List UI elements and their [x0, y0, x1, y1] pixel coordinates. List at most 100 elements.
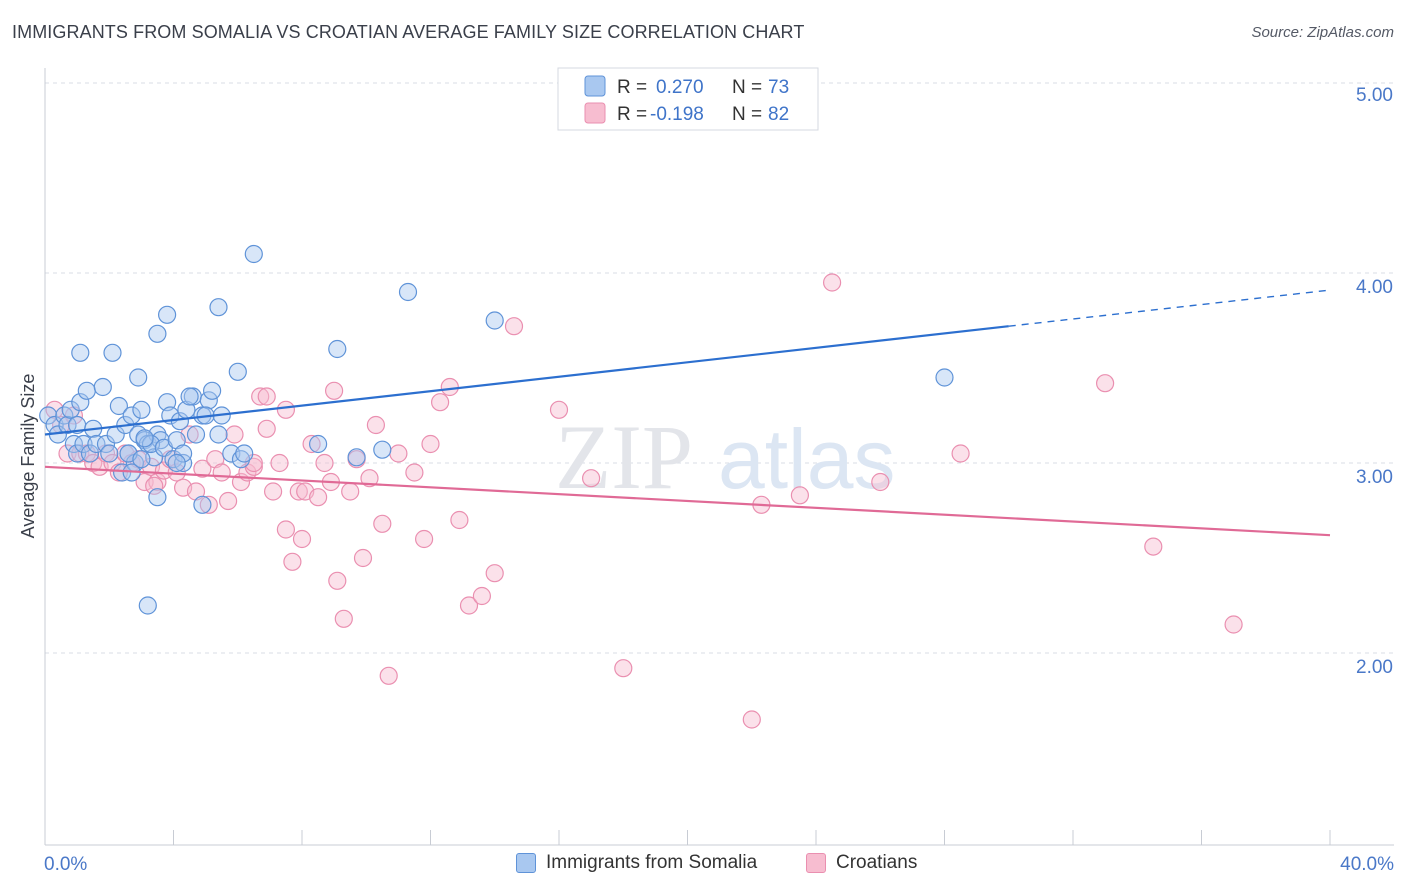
legend-r-value-croatians: -0.198 — [650, 104, 704, 125]
legend-n-value-croatians: 82 — [768, 104, 789, 125]
croatians-point-70 — [822, 273, 842, 292]
somalia-point-8 — [71, 393, 90, 412]
somalia-point-58 — [193, 495, 212, 514]
croatians-point-57 — [431, 393, 450, 412]
croatians-point-58 — [440, 377, 459, 397]
somalia-point-72 — [347, 448, 366, 467]
croatians-point-52 — [379, 666, 398, 685]
croatians-point-34 — [264, 482, 283, 501]
croatians-point-49 — [360, 469, 379, 488]
y-tick-label-0: 2.00 — [1356, 657, 1393, 678]
croatians-point-61 — [472, 586, 491, 606]
somalia-point-61 — [148, 324, 167, 343]
somalia-point-49 — [174, 453, 193, 473]
legend-swatch-croatians-bottom — [806, 853, 826, 873]
legend-n-value-somalia: 73 — [768, 77, 789, 98]
somalia-point-66 — [235, 444, 254, 463]
croatians-point-62 — [485, 564, 504, 583]
somalia-point-60 — [209, 425, 228, 444]
somalia-point-65 — [231, 450, 251, 469]
somalia-point-0 — [39, 406, 58, 425]
somalia-point-14 — [71, 343, 90, 362]
somalia-point-41 — [132, 450, 151, 469]
y-tick-label-1: 3.00 — [1356, 467, 1393, 488]
somalia-point-32 — [129, 368, 148, 387]
somalia-point-19 — [103, 343, 122, 362]
chart-title: IMMIGRANTS FROM SOMALIA VS CROATIAN AVER… — [12, 22, 805, 42]
croatians-point-33 — [257, 419, 276, 438]
croatians-point-65 — [581, 469, 601, 488]
legend-n-label-croatians: N = — [732, 104, 762, 125]
croatians-point-26 — [212, 463, 231, 482]
somalia-point-28 — [132, 400, 151, 419]
croatians-point-38 — [289, 482, 308, 501]
somalia-point-55 — [199, 391, 218, 410]
croatians-point-66 — [614, 659, 633, 678]
y-tick-label-3: 5.00 — [1356, 85, 1393, 106]
somalia-point-22 — [112, 463, 132, 482]
somalia-point-7 — [67, 444, 87, 463]
legend-label-somalia: Immigrants from Somalia — [546, 852, 758, 873]
somalia-point-18 — [100, 444, 119, 463]
croatians-point-51 — [373, 514, 392, 533]
series-legend: Immigrants from Somalia Croatians — [0, 852, 1406, 880]
croatians-point-28 — [225, 425, 244, 444]
legend-swatch-somalia-bottom — [516, 853, 536, 873]
croatians-point-41 — [309, 488, 328, 507]
somalia-point-46 — [158, 305, 177, 324]
somalia-point-53 — [174, 444, 193, 463]
croatians-point-50 — [366, 415, 385, 435]
somalia-point-64 — [222, 444, 241, 463]
grid-lines: 2.00 3.00 4.00 5.00 — [45, 82, 1394, 678]
croatians-point-64 — [549, 400, 569, 419]
somalia-point-12 — [80, 444, 100, 463]
croatians-point-79 — [325, 381, 344, 400]
legend-swatch-croatians — [584, 102, 606, 124]
croatians-point-36 — [276, 520, 295, 539]
croatians-point-35 — [270, 453, 289, 473]
somalia-point-73 — [373, 440, 392, 459]
somalia-point-70 — [309, 434, 328, 454]
somalia-point-9 — [74, 434, 93, 454]
somalia-point-71 — [328, 339, 347, 359]
legend-item-somalia: Immigrants from Somalia — [516, 852, 757, 874]
croatians-point-48 — [353, 548, 373, 568]
somalia-point-76 — [935, 368, 954, 387]
trend-line-croatians — [44, 465, 1331, 537]
somalia-point-17 — [96, 434, 116, 454]
somalia-point-52 — [180, 387, 199, 406]
series-croatians — [45, 273, 1243, 729]
croatians-point-53 — [389, 444, 408, 463]
croatians-point-54 — [405, 463, 424, 482]
croatians-point-80 — [145, 476, 164, 495]
croatians-point-27 — [219, 491, 238, 511]
somalia-point-74 — [398, 282, 418, 302]
stats-legend: R = 0.270 N = 73 R = -0.198 N = 82 — [557, 67, 819, 131]
somalia-point-62 — [209, 298, 228, 317]
croatians-point-75 — [1224, 615, 1243, 634]
trend-line-somalia — [44, 325, 1009, 436]
croatians-point-59 — [450, 510, 469, 530]
croatians-point-78 — [292, 529, 312, 549]
croatians-point-55 — [415, 529, 434, 549]
somalia-point-68 — [167, 453, 186, 473]
legend-item-croatians: Croatians — [806, 852, 917, 874]
croatians-point-46 — [341, 482, 360, 501]
watermark-zip: ZIP — [555, 406, 693, 508]
legend-label-croatians: Croatians — [836, 852, 918, 873]
somalia-point-16 — [93, 377, 112, 397]
croatians-point-42 — [315, 453, 334, 473]
croatians-point-72 — [951, 444, 970, 463]
legend-r-label-croatians: R = — [617, 104, 647, 125]
croatians-point-77 — [257, 387, 276, 406]
croatians-point-32 — [251, 387, 270, 406]
somalia-point-38 — [158, 393, 177, 412]
somalia-point-51 — [186, 425, 206, 444]
somalia-point-11 — [77, 381, 96, 400]
croatians-point-2 — [58, 444, 77, 463]
trend-line-somalia-extension — [1008, 289, 1331, 327]
somalia-point-21 — [109, 396, 129, 416]
croatians-point-71 — [871, 472, 890, 492]
trend-lines — [44, 289, 1331, 537]
